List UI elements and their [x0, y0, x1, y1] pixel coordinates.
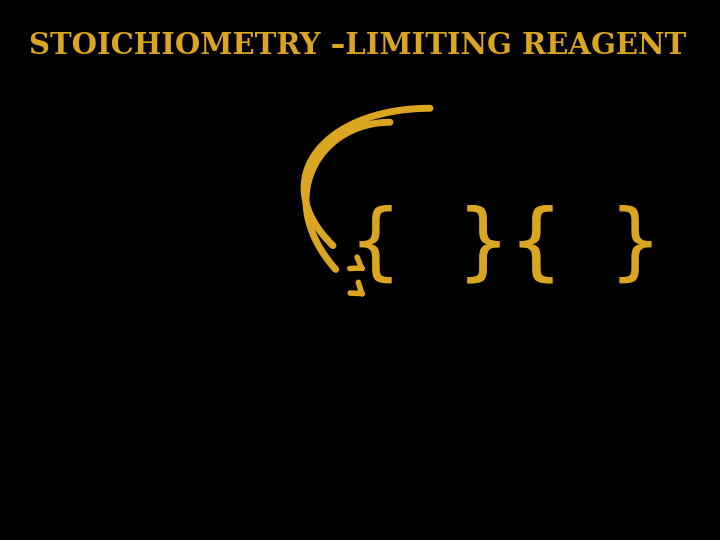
- Text: 6.70 mol Na – 6.40 mol Na =: 6.70 mol Na – 6.40 mol Na =: [102, 371, 450, 395]
- Text: mol Na: mol Na: [397, 399, 490, 423]
- Text: calculate how much Na: calculate how much Na: [66, 409, 244, 424]
- Text: {: {: [510, 205, 563, 286]
- Text: the amount of sodium needed: the amount of sodium needed: [39, 295, 271, 310]
- Text: in excess: in excess: [490, 399, 607, 423]
- Text: Amount of Na
used up in the
reaction: Amount of Na used up in the reaction: [546, 290, 669, 340]
- Text: STOICHIOMETRY –LIMITING REAGENT: STOICHIOMETRY –LIMITING REAGENT: [29, 31, 686, 60]
- Text: the beginning of the problem,: the beginning of the problem,: [40, 261, 269, 276]
- Text: }: }: [457, 205, 510, 286]
- Text: Therefore,: Therefore,: [80, 392, 170, 407]
- Text: }{: }{: [457, 205, 563, 286]
- Text: a value of 6.70 mol of Na) and: a value of 6.70 mol of Na) and: [39, 278, 271, 293]
- Text: The amount of excess reagent: The amount of excess reagent: [38, 210, 271, 225]
- Text: reagent.: reagent.: [122, 329, 187, 344]
- Text: 0.30: 0.30: [450, 371, 508, 395]
- Text: remaining is the difference: remaining is the difference: [52, 227, 258, 242]
- Text: reaction with Cl₂: reaction with Cl₂: [92, 443, 218, 458]
- Text: {: {: [348, 205, 402, 286]
- Text: Mole Ratio: Mole Ratio: [421, 167, 508, 185]
- Text: would be used up in the: would be used up in the: [63, 426, 247, 441]
- Text: between the given amount (in: between the given amount (in: [39, 244, 271, 259]
- Text: we need to now: we need to now: [170, 392, 297, 407]
- Text: }: }: [608, 205, 662, 286]
- Text: to react with the limiting: to react with the limiting: [60, 312, 250, 327]
